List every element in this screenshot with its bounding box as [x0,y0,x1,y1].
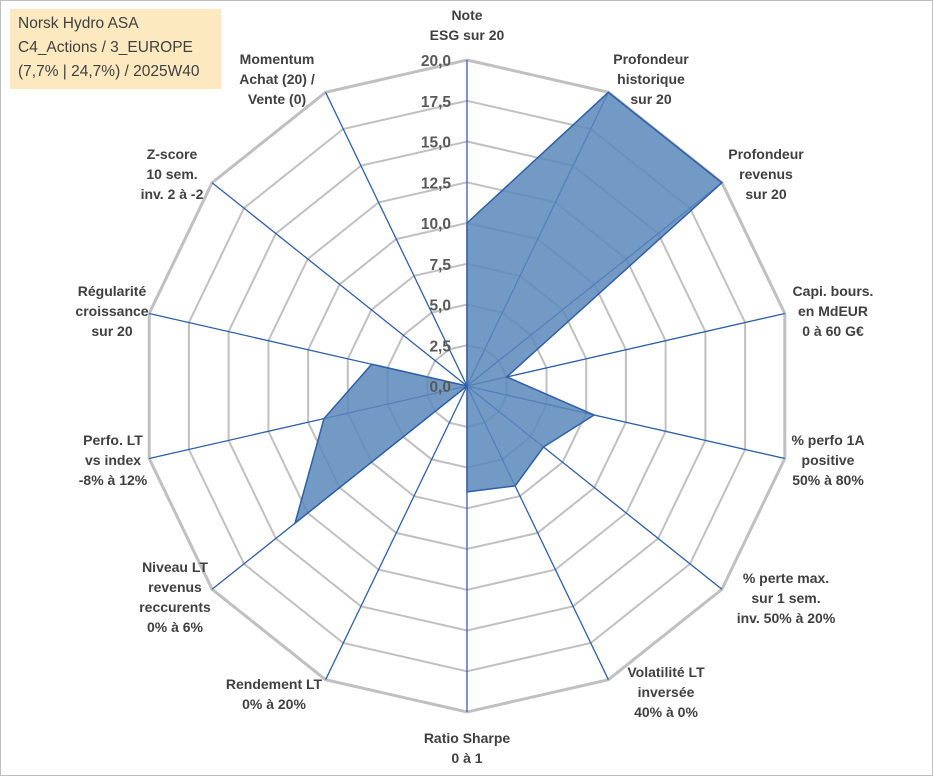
axis-label-line: 0 à 60 G€ [802,323,864,339]
axis-label-line: Rendement LT [226,676,323,692]
axis-spoke [211,182,468,387]
axis-label: Perfo. LT vs index -8% à 12% [79,432,148,488]
axis-spoke [325,92,468,387]
axis-label-line: 0% à 6% [147,619,204,635]
axis-spoke [325,385,468,680]
axis-label-line: 0 à 1 [451,750,482,766]
axis-label-line: Capi. bours. [793,283,874,299]
axis-label-line: inversée [638,684,695,700]
info-box: Norsk Hydro ASA C4_Actions / 3_EUROPE (7… [10,9,221,89]
axis-label-line: en MdEUR [798,303,868,319]
axis-label-line: % perte max. [743,570,829,586]
axis-label-line: Volatilité LT [627,664,705,680]
axis-label: Régularité croissance sur 20 [75,283,148,339]
axis-label-line: 50% à 80% [792,472,864,488]
tick-label: 5,0 [429,298,451,315]
axis-spoke [466,312,785,387]
axis-label-line: sur 1 sem. [751,590,820,606]
axis-label-line: Perfo. LT [83,432,143,448]
axis-label: Capi. bours. en MdEUR 0 à 60 G€ [793,283,874,339]
tick-label: 2,5 [429,338,451,355]
axis-label-line: sur 20 [745,186,786,202]
stock-name: Norsk Hydro ASA [18,15,139,32]
axis-label-line: revenus [148,579,202,595]
axis-label-line: Achat (20) / [239,71,315,87]
axis-label: Niveau LT revenus reccurents 0% à 6% [139,559,211,635]
axis-label-line: historique [617,71,685,87]
tick-label: 20,0 [421,53,451,70]
axis-label-line: Note [451,7,482,23]
axis-label-line: Profondeur [613,51,689,67]
axis-label-line: 0% à 20% [242,696,306,712]
series-area [293,91,724,526]
axis-label-line: 40% à 0% [634,704,698,720]
axis-label-line: Profondeur [728,146,804,162]
axis-label-line: reccurents [139,599,211,615]
axis-label: Ratio Sharpe 0 à 1 [424,730,511,766]
axis-label-line: 10 sem. [146,166,197,182]
axis-label-line: vs index [85,452,141,468]
portfolio-category: C4_Actions / 3_EUROPE [18,39,193,56]
axis-label-line: % perfo 1A [791,432,864,448]
radar-axis-labels: Note ESG sur 20 Profondeur historique sur 20… [75,7,873,766]
tick-label: 10,0 [421,216,451,233]
tick-label: 15,0 [421,135,451,152]
axis-label: Note ESG sur 20 [430,7,505,43]
axis-label-line: revenus [739,166,793,182]
axis-label-line: Z-score [147,146,198,162]
axis-label-line: positive [802,452,855,468]
axis-label-line: sur 20 [630,91,671,107]
axis-label-line: ESG sur 20 [430,27,505,43]
axis-label-line: Niveau LT [142,559,208,575]
tick-label: 12,5 [421,175,452,192]
axis-label-line: Momentum [240,51,315,67]
axis-label-line: Régularité [78,283,147,299]
axis-label-line: croissance [75,303,148,319]
performance-week: (7,7% | 24,7%) / 2025W40 [18,63,200,80]
tick-label: 17,5 [421,94,452,111]
axis-label-line: inv. 50% à 20% [737,610,836,626]
axis-label-line: -8% à 12% [79,472,148,488]
radar-tick-labels: 0,0 2,5 5,0 7,5 10,0 12,5 15,0 17,5 20,0 [421,53,452,396]
axis-label: Momentum Achat (20) / Vente (0) [239,51,315,107]
axis-label: Rendement LT 0% à 20% [226,676,323,712]
axis-label: Profondeur revenus sur 20 [728,146,804,202]
radar-series [293,91,724,526]
axis-label: % perfo 1A positive 50% à 80% [791,432,864,488]
axis-label-line: Vente (0) [248,91,306,107]
axis-label: Profondeur historique sur 20 [613,51,689,107]
axis-label-line: Ratio Sharpe [424,730,511,746]
tick-label: 0,0 [429,379,451,396]
axis-label: % perte max. sur 1 sem. inv. 50% à 20% [737,570,836,626]
axis-label-line: sur 20 [91,323,132,339]
axis-label-line: inv. 2 à -2 [141,186,204,202]
axis-label: Z-score 10 sem. inv. 2 à -2 [141,146,204,202]
axis-label: Volatilité LT inversée 40% à 0% [627,664,705,720]
tick-label: 7,5 [429,257,451,274]
